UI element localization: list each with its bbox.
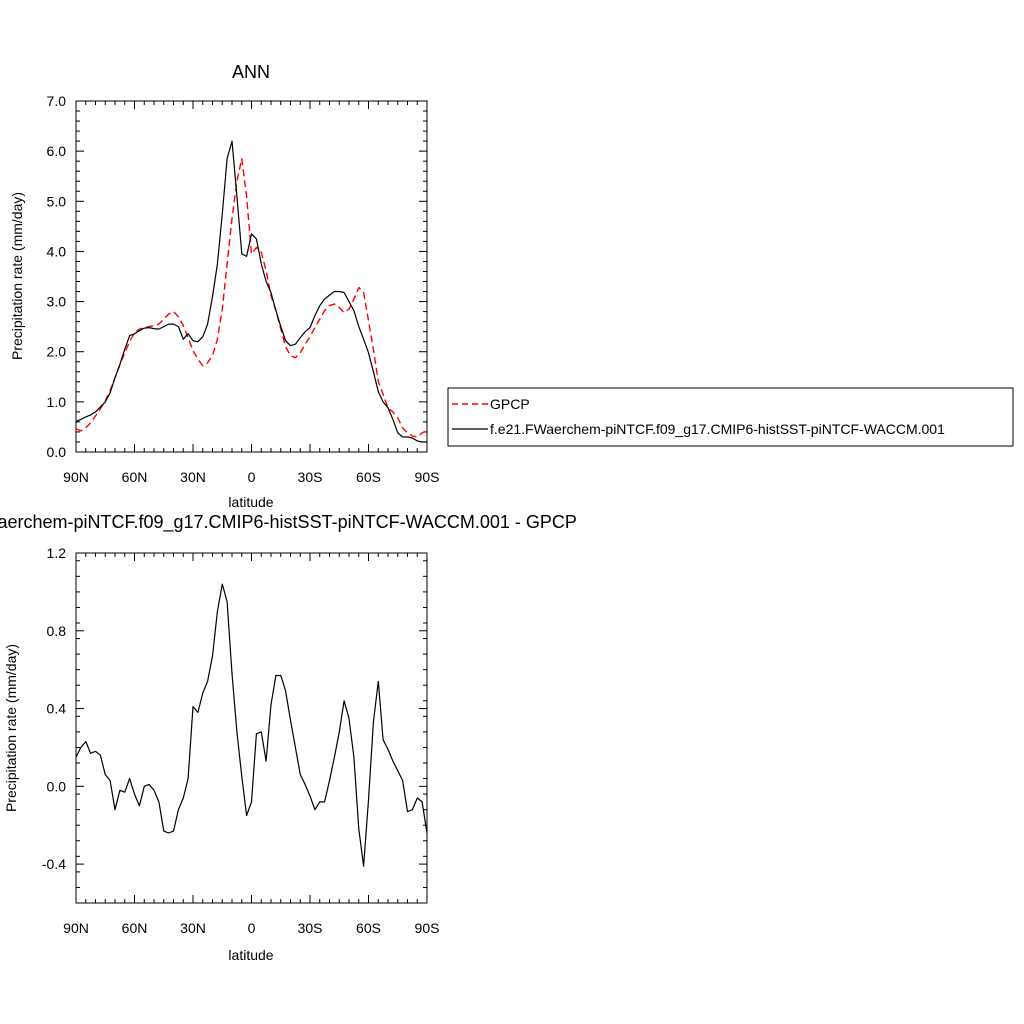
legend-label-gpcp: GPCP bbox=[490, 396, 530, 412]
top-y-tick-label: 3.0 bbox=[47, 294, 67, 310]
bottom-y-axis-label: Precipitation rate (mm/day) bbox=[3, 644, 19, 812]
top-x-tick-label: 90N bbox=[63, 469, 89, 485]
bottom-series-lines bbox=[75, 583, 428, 867]
bottom-y-tick-label: 1.2 bbox=[47, 545, 67, 561]
bottom-y-tick-label: 0.0 bbox=[47, 778, 67, 794]
bottom-series-line-0 bbox=[75, 583, 428, 867]
top-panel: ANN 90N 60N 30N 0 30S 60S 90S 0.0 1.0 2.0 3.0 4.0 5.… bbox=[9, 62, 439, 510]
top-y-tick-label: 1.0 bbox=[47, 394, 67, 410]
bottom-x-tick-label: 0 bbox=[248, 920, 256, 936]
top-y-tick-label: 0.0 bbox=[47, 444, 67, 460]
bottom-y-tick-label: 0.4 bbox=[47, 701, 67, 717]
bottom-y-tick-label: -0.4 bbox=[42, 856, 66, 872]
top-y-tick-label: 4.0 bbox=[47, 243, 67, 259]
top-x-tick-label: 90S bbox=[415, 469, 440, 485]
top-x-tick-label: 30N bbox=[180, 469, 206, 485]
top-x-tick-label: 0 bbox=[248, 469, 256, 485]
top-x-tick-label: 60S bbox=[356, 469, 381, 485]
top-x-tick-label: 60N bbox=[122, 469, 148, 485]
top-y-tick-label: 6.0 bbox=[47, 143, 67, 159]
bottom-y-tick-label: 0.8 bbox=[47, 623, 67, 639]
top-series-line-1 bbox=[75, 140, 427, 443]
top-y-tick-label: 5.0 bbox=[47, 193, 67, 209]
bottom-x-tick-label: 60S bbox=[356, 920, 381, 936]
bottom-x-tick-label: 30S bbox=[298, 920, 323, 936]
top-x-axis-label: latitude bbox=[228, 494, 273, 510]
top-chart-title: ANN bbox=[232, 62, 270, 82]
bottom-x-tick-label: 90S bbox=[415, 920, 440, 936]
legend-box bbox=[447, 387, 1014, 447]
legend: GPCP f.e21.FWaerchem-piNTCF.f09_g17.CMIP… bbox=[447, 387, 1014, 447]
top-series-lines bbox=[75, 140, 428, 443]
top-y-tick-label: 7.0 bbox=[47, 93, 67, 109]
bottom-x-axis-label: latitude bbox=[228, 947, 273, 963]
bottom-x-tick-label: 30N bbox=[180, 920, 206, 936]
legend-label-model: f.e21.FWaerchem-piNTCF.f09_g17.CMIP6-his… bbox=[490, 421, 945, 437]
top-y-axis-label: Precipitation rate (mm/day) bbox=[9, 192, 25, 360]
top-x-tick-label: 30S bbox=[298, 469, 323, 485]
top-tick-labels: 90N 60N 30N 0 30S 60S 90S 0.0 1.0 2.0 3.0 4.0 5.0 6.0… bbox=[47, 93, 440, 485]
bottom-panel: f.e21.FWaerchem-piNTCF.f09_g17.CMIP6-his… bbox=[0, 512, 577, 963]
top-axis-ticks bbox=[75, 100, 428, 453]
top-y-tick-label: 2.0 bbox=[47, 344, 67, 360]
bottom-x-tick-label: 60N bbox=[122, 920, 148, 936]
bottom-tick-labels: 90N 60N 30N 0 30S 60S 90S -0.4 0.0 0.4 0.8 1.2 bbox=[42, 545, 440, 936]
bottom-x-tick-label: 90N bbox=[63, 920, 89, 936]
bottom-chart-title: f.e21.FWaerchem-piNTCF.f09_g17.CMIP6-his… bbox=[0, 512, 577, 533]
